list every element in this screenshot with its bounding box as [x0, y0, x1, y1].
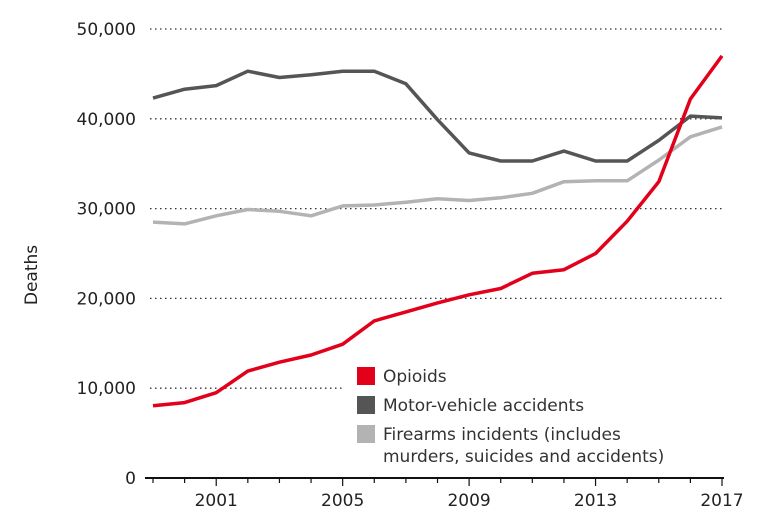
- y-axis-label: Deaths: [22, 245, 42, 305]
- x-tick-label: 2005: [321, 491, 364, 511]
- legend-swatch: [357, 367, 375, 385]
- x-tick-label: 2001: [195, 491, 238, 511]
- legend-swatch: [357, 425, 375, 443]
- legend-label: Motor-vehicle accidents: [383, 396, 584, 416]
- legend-label: Opioids: [383, 367, 447, 387]
- y-tick-label: 50,000: [77, 20, 136, 40]
- series-line-firearms: [152, 125, 723, 226]
- x-tick-label: 2013: [574, 491, 617, 511]
- y-tick-label: 0: [125, 469, 136, 489]
- series-line-opioids: [152, 54, 724, 408]
- legend-swatch: [357, 396, 375, 414]
- y-tick-label: 10,000: [77, 379, 136, 399]
- y-tick-label: 20,000: [77, 289, 136, 309]
- legend: Opioids Motor-vehicle accidents Firearms i…: [357, 367, 664, 467]
- y-tick-label: 40,000: [77, 110, 136, 130]
- legend-label: Firearms incidents (includes: [383, 425, 621, 445]
- legend-label: murders, suicides and accidents): [383, 447, 664, 467]
- x-tick-label: 2017: [700, 491, 743, 511]
- y-tick-label: 30,000: [77, 200, 136, 220]
- x-tick-label: 2009: [447, 491, 490, 511]
- series-line-motor-vehicle: [152, 69, 723, 163]
- legend-background: [345, 360, 745, 470]
